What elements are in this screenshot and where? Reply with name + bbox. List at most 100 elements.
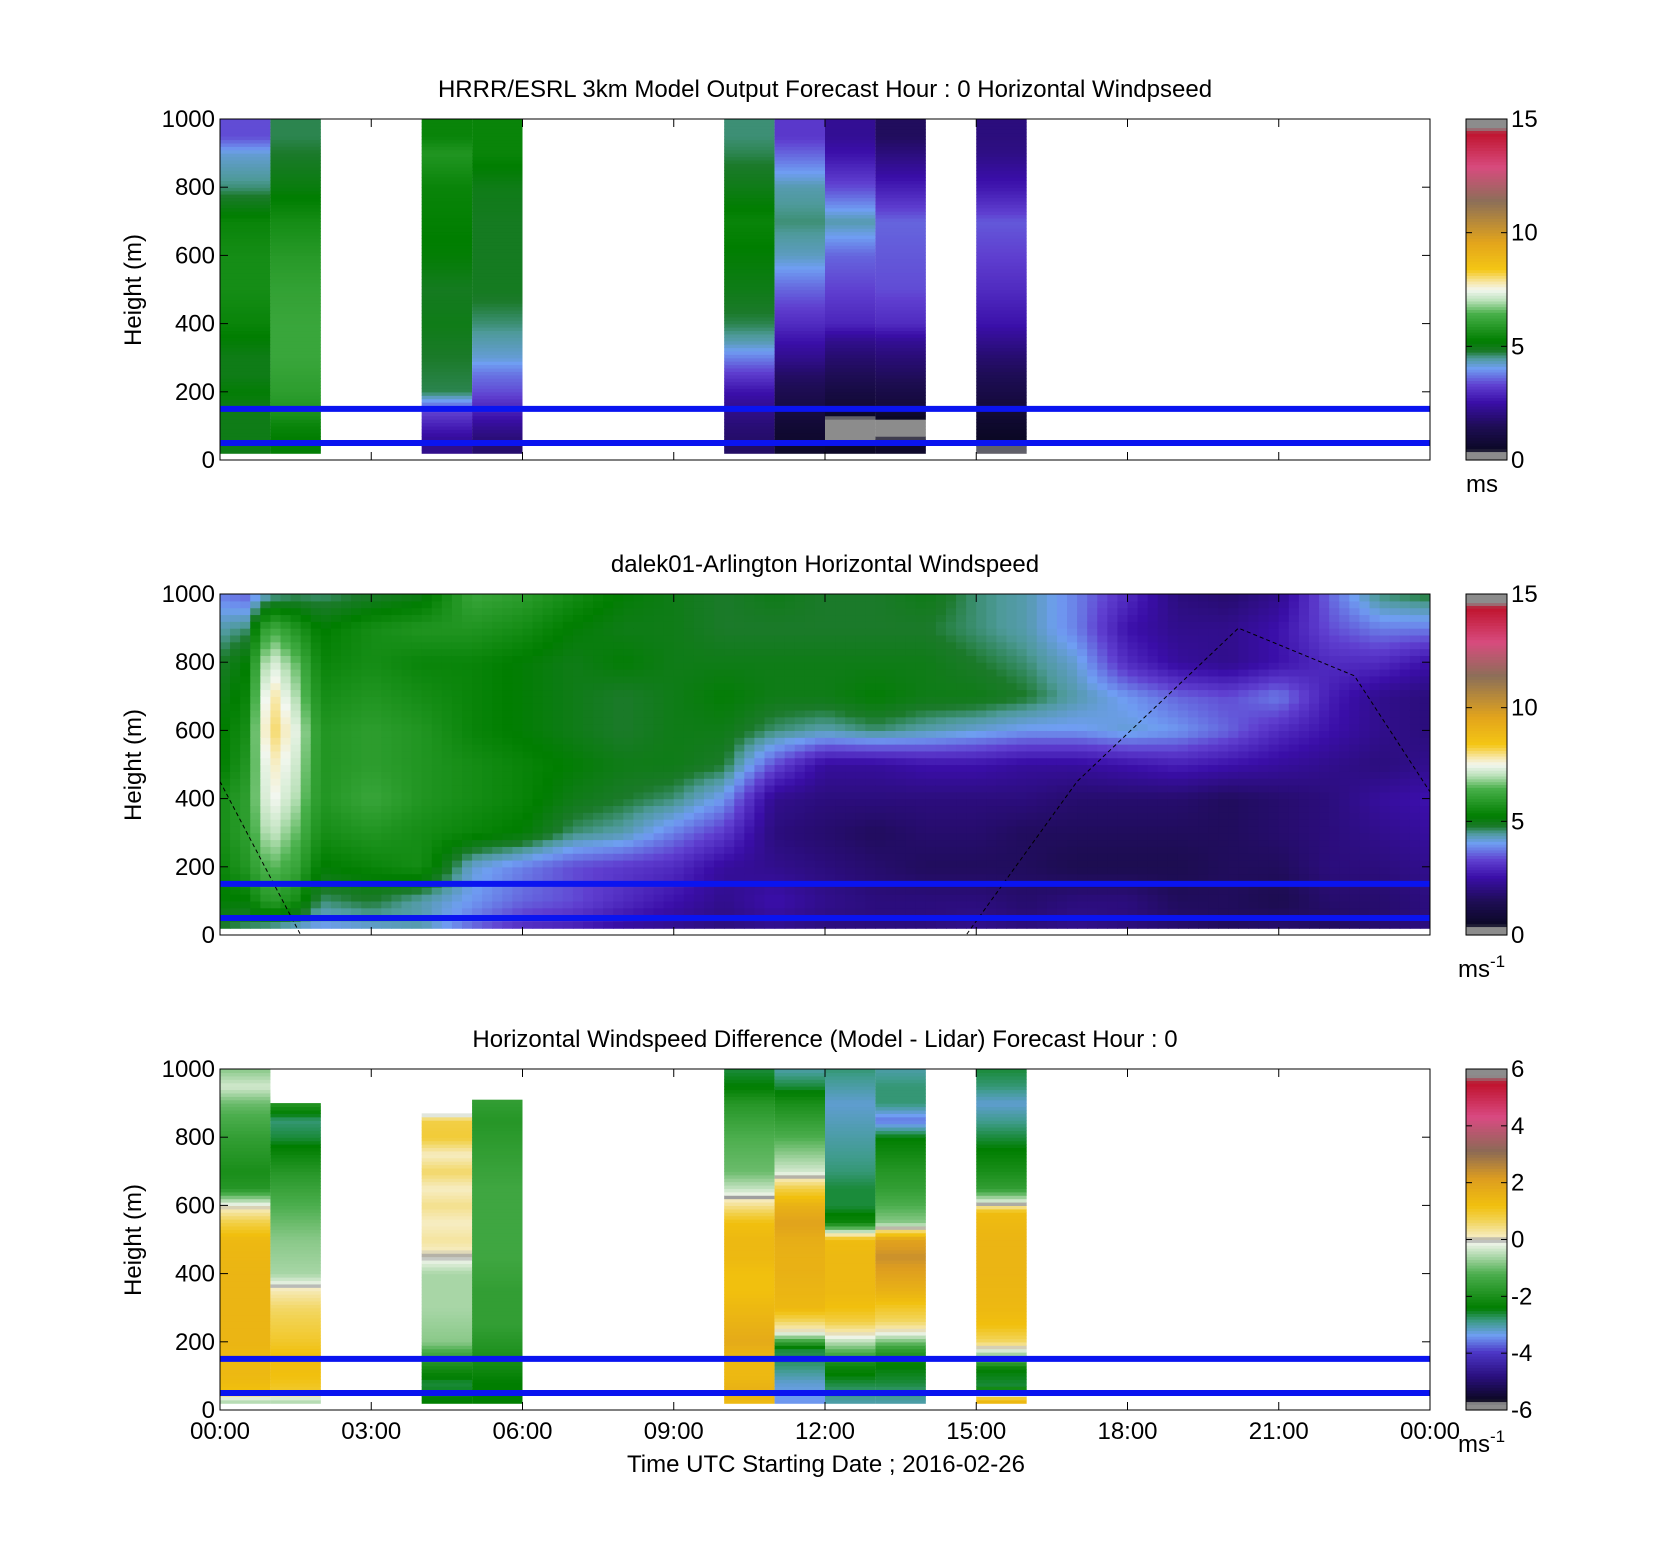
heatmap-cell: [270, 190, 321, 195]
heatmap-cell: [220, 805, 231, 813]
heatmap-cell: [300, 771, 312, 779]
heatmap-cell: [472, 197, 523, 202]
heatmap-cell: [290, 825, 302, 834]
heatmap-cell: [572, 682, 584, 691]
heatmap-cell: [341, 805, 352, 813]
heatmap-cell: [562, 859, 574, 868]
heatmap-cell: [714, 907, 725, 916]
heatmap-cell: [683, 750, 695, 759]
heatmap-cell: [875, 703, 887, 711]
heatmap-cell: [935, 866, 947, 875]
heatmap-cell: [633, 621, 645, 629]
heatmap-cell: [643, 730, 655, 738]
heatmap-cell: [683, 784, 695, 793]
heatmap-cell: [986, 614, 998, 622]
heatmap-cell: [724, 675, 735, 684]
heatmap-cell: [956, 839, 967, 847]
heatmap-cell: [825, 395, 876, 400]
heatmap-cell: [371, 839, 382, 847]
heatmap-cell: [431, 689, 443, 697]
heatmap-cell: [300, 723, 312, 731]
heatmap-cell: [875, 744, 887, 752]
heatmap-cell: [633, 600, 645, 609]
heatmap-cell: [804, 757, 816, 766]
heatmap-cell: [925, 703, 937, 711]
heatmap-cell: [310, 764, 322, 772]
heatmap-cell: [673, 873, 685, 882]
heatmap-cell: [260, 682, 272, 691]
heatmap-cell: [361, 832, 372, 841]
heatmap-cell: [593, 778, 604, 786]
heatmap-cell: [976, 330, 1027, 335]
colorbar-band: [1466, 258, 1507, 262]
heatmap-cell: [220, 594, 231, 602]
heatmap-cell: [875, 183, 926, 188]
heatmap-cell: [401, 812, 413, 820]
heatmap-cell: [351, 621, 362, 629]
heatmap-cell: [724, 771, 735, 779]
heatmap-cell: [724, 289, 775, 294]
heatmap-cell: [482, 689, 493, 697]
heatmap-cell: [714, 778, 725, 786]
heatmap-cell: [623, 866, 635, 875]
heatmap-cell: [411, 839, 423, 847]
heatmap-cell: [270, 415, 321, 420]
heatmap-cell: [220, 313, 271, 318]
heatmap-cell: [371, 607, 382, 616]
heatmap-cell: [451, 894, 463, 902]
heatmap-cell: [613, 757, 624, 766]
heatmap-cell: [794, 709, 806, 718]
heatmap-cell: [855, 628, 866, 636]
heatmap-cell: [835, 900, 846, 909]
heatmap-cell: [441, 594, 453, 602]
heatmap-cell: [663, 900, 675, 909]
heatmap-cell: [542, 771, 554, 779]
heatmap-cell: [875, 132, 926, 137]
heatmap-cell: [875, 446, 926, 451]
heatmap-cell: [663, 784, 675, 793]
heatmap-cell: [794, 784, 806, 793]
heatmap-cell: [472, 384, 523, 389]
heatmap-cell: [542, 634, 554, 643]
heatmap-cell: [512, 662, 524, 670]
heatmap-cell: [502, 832, 514, 841]
heatmap-cell: [270, 187, 321, 192]
heatmap-cell: [220, 614, 231, 622]
heatmap-cell: [250, 853, 261, 861]
heatmap-cell: [290, 778, 302, 786]
heatmap-cell: [875, 696, 887, 704]
heatmap-cell: [754, 873, 766, 882]
heatmap-cell: [562, 778, 574, 786]
heatmap-cell: [734, 853, 745, 861]
heatmap-cell: [764, 696, 776, 704]
heatmap-cell: [724, 402, 775, 407]
heatmap-cell: [562, 737, 574, 745]
heatmap-cell: [542, 894, 554, 902]
heatmap-cell: [240, 853, 251, 861]
heatmap-cell: [704, 696, 715, 704]
heatmap-cell: [895, 675, 907, 684]
heatmap-cell: [976, 129, 1027, 134]
heatmap-cell: [794, 907, 806, 916]
heatmap-cell: [976, 211, 1027, 216]
heatmap-cell: [482, 900, 493, 909]
heatmap-cell: [532, 594, 544, 602]
heatmap-cell: [794, 723, 806, 731]
heatmap-cell: [320, 744, 332, 752]
heatmap-cell: [865, 703, 877, 711]
heatmap-cell: [875, 894, 887, 902]
heatmap-cell: [956, 669, 967, 677]
heatmap-cell: [320, 764, 332, 772]
heatmap-cell: [320, 778, 332, 786]
heatmap-cell: [683, 614, 695, 622]
heatmap-cell: [663, 621, 675, 629]
heatmap-cell: [1016, 648, 1028, 656]
heatmap-cell: [451, 819, 463, 827]
heatmap-cell: [996, 703, 1008, 711]
heatmap-cell: [411, 921, 423, 929]
heatmap-cell: [744, 709, 756, 718]
heatmap-cell: [976, 166, 1027, 171]
heatmap-cell: [472, 299, 523, 304]
heatmap-cell: [270, 771, 282, 779]
heatmap-cell: [613, 675, 624, 684]
